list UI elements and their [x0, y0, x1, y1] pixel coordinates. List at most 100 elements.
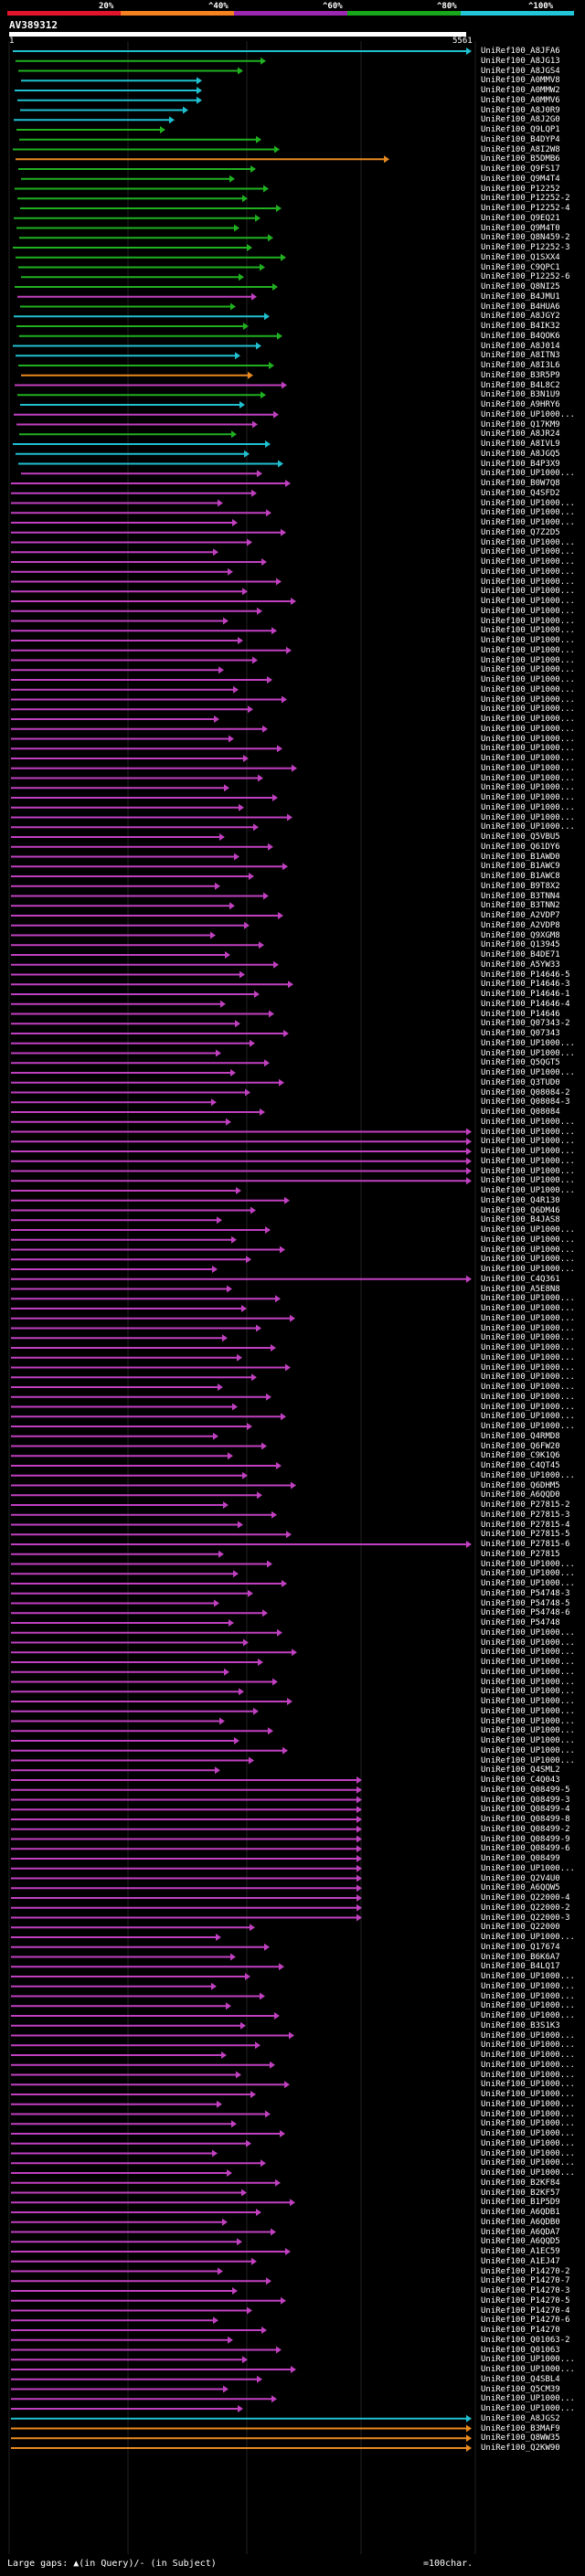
hit-label[interactable]: UniRef100_A6QQW5: [481, 1883, 560, 1893]
hit-label[interactable]: UniRef100_UP1000...: [481, 715, 575, 724]
hit-label[interactable]: UniRef100_Q08084-2: [481, 1087, 570, 1097]
hit-label[interactable]: UniRef100_UP1000...: [481, 636, 575, 645]
hit-label[interactable]: UniRef100_A8JFA6: [481, 47, 560, 56]
hit-label[interactable]: UniRef100_A9HRY6: [481, 400, 560, 409]
hit-label[interactable]: UniRef100_Q22000-3: [481, 1913, 570, 1923]
hit-label[interactable]: UniRef100_P14270: [481, 2326, 560, 2335]
hit-label[interactable]: UniRef100_Q08499-8: [481, 1815, 570, 1824]
hit-label[interactable]: UniRef100_P14646-5: [481, 970, 570, 980]
hit-label[interactable]: UniRef100_UP1000...: [481, 783, 575, 793]
hit-label[interactable]: UniRef100_UP1000...: [481, 1186, 575, 1195]
hit-label[interactable]: UniRef100_A8JR24: [481, 429, 560, 440]
hit-label[interactable]: UniRef100_Q01063-2: [481, 2335, 570, 2345]
hit-label[interactable]: UniRef100_B2KF57: [481, 2188, 560, 2198]
hit-label[interactable]: UniRef100_P14270-3: [481, 2286, 570, 2295]
hit-label[interactable]: UniRef100_B4LQ17: [481, 1962, 560, 1972]
hit-label[interactable]: UniRef100_P14646-1: [481, 990, 570, 999]
hit-label[interactable]: UniRef100_Q4RMD8: [481, 1431, 560, 1441]
hit-label[interactable]: UniRef100_P12252: [481, 184, 560, 194]
hit-label[interactable]: UniRef100_Q17674: [481, 1942, 560, 1952]
hit-label[interactable]: UniRef100_B1AWD0: [481, 852, 560, 862]
hit-label[interactable]: UniRef100_A8JGS2: [481, 2413, 560, 2423]
hit-label[interactable]: UniRef100_Q5QGT5: [481, 1058, 560, 1068]
hit-label[interactable]: UniRef100_A0MMW2: [481, 86, 560, 95]
hit-label[interactable]: UniRef100_A8J0R9: [481, 105, 560, 115]
hit-label[interactable]: UniRef100_UP1000...: [481, 1383, 575, 1392]
hit-label[interactable]: UniRef100_Q08499-5: [481, 1785, 570, 1795]
hit-label[interactable]: UniRef100_A6QDB0: [481, 2217, 560, 2227]
hit-label[interactable]: UniRef100_P12252-6: [481, 272, 570, 282]
hit-label[interactable]: UniRef100_UP1000...: [481, 675, 575, 684]
hit-label[interactable]: UniRef100_A8JGS4: [481, 66, 560, 76]
hit-label[interactable]: UniRef100_B1P5D9: [481, 2198, 560, 2208]
hit-label[interactable]: UniRef100_UP1000...: [481, 626, 575, 636]
hit-label[interactable]: UniRef100_C9K1Q6: [481, 1451, 560, 1461]
hit-label[interactable]: UniRef100_P14270-7: [481, 2276, 570, 2286]
hit-label[interactable]: UniRef100_P54748: [481, 1618, 560, 1627]
hit-label[interactable]: UniRef100_UP1000...: [481, 1225, 575, 1235]
hit-label[interactable]: UniRef100_C4Q361: [481, 1274, 560, 1284]
hit-label[interactable]: UniRef100_UP1000...: [481, 1137, 575, 1147]
hit-label[interactable]: UniRef100_Q6DHM5: [481, 1480, 560, 1490]
hit-label[interactable]: UniRef100_UP1000...: [481, 2355, 575, 2365]
hit-label[interactable]: UniRef100_Q9M4T0: [481, 223, 560, 233]
hit-label[interactable]: UniRef100_Q08499-9: [481, 1834, 570, 1844]
hit-label[interactable]: UniRef100_Q3TUD0: [481, 1077, 560, 1087]
hit-label[interactable]: UniRef100_Q1SXX4: [481, 252, 560, 262]
hit-label[interactable]: UniRef100_UP1000...: [481, 587, 575, 597]
hit-label[interactable]: UniRef100_UP1000...: [481, 734, 575, 744]
hit-label[interactable]: UniRef100_C9QPC1: [481, 262, 560, 272]
hit-label[interactable]: UniRef100_Q07343-2: [481, 1019, 570, 1029]
hit-label[interactable]: UniRef100_B4L8C2: [481, 380, 560, 390]
hit-label[interactable]: UniRef100_P14646-4: [481, 999, 570, 1009]
hit-label[interactable]: UniRef100_Q08499-4: [481, 1805, 570, 1815]
hit-label[interactable]: UniRef100_Q8WW35: [481, 2433, 560, 2443]
hit-label[interactable]: UniRef100_UP1000...: [481, 1323, 575, 1333]
hit-label[interactable]: UniRef100_UP1000...: [481, 1755, 575, 1765]
hit-label[interactable]: UniRef100_UP1000...: [481, 1313, 575, 1323]
hit-label[interactable]: UniRef100_UP1000...: [481, 606, 575, 616]
hit-label[interactable]: UniRef100_UP1000...: [481, 1687, 575, 1697]
hit-label[interactable]: UniRef100_C4QT45: [481, 1461, 560, 1470]
hit-label[interactable]: UniRef100_UP1000...: [481, 1235, 575, 1245]
hit-label[interactable]: UniRef100_P14270-4: [481, 2306, 570, 2316]
hit-label[interactable]: UniRef100_UP1000...: [481, 1265, 575, 1274]
hit-label[interactable]: UniRef100_B3S1K3: [481, 2020, 560, 2030]
hit-label[interactable]: UniRef100_UP1000...: [481, 802, 575, 812]
hit-label[interactable]: UniRef100_B2KF84: [481, 2178, 560, 2188]
hit-label[interactable]: UniRef100_P14646: [481, 1009, 560, 1019]
hit-label[interactable]: UniRef100_UP1000...: [481, 1127, 575, 1137]
hit-label[interactable]: UniRef100_UP1000...: [481, 1048, 575, 1058]
hit-label[interactable]: UniRef100_P27815-5: [481, 1530, 570, 1540]
hit-label[interactable]: UniRef100_UP1000...: [481, 773, 575, 783]
hit-label[interactable]: UniRef100_B1AWC8: [481, 872, 560, 881]
hit-label[interactable]: UniRef100_UP1000...: [481, 1677, 575, 1687]
hit-label[interactable]: UniRef100_Q22000-4: [481, 1893, 570, 1903]
hit-label[interactable]: UniRef100_P12252-3: [481, 243, 570, 252]
hit-label[interactable]: UniRef100_A8J2G0: [481, 115, 560, 125]
hit-label[interactable]: UniRef100_UP1000...: [481, 1176, 575, 1186]
hit-label[interactable]: UniRef100_Q61DY6: [481, 842, 560, 852]
hit-label[interactable]: UniRef100_P54748-3: [481, 1588, 570, 1598]
hit-label[interactable]: UniRef100_A1EJ47: [481, 2256, 560, 2266]
hit-label[interactable]: UniRef100_UP1000...: [481, 1343, 575, 1352]
hit-label[interactable]: UniRef100_Q6DM46: [481, 1205, 560, 1215]
hit-label[interactable]: UniRef100_UP1000...: [481, 1933, 575, 1942]
hit-label[interactable]: UniRef100_B4HUA6: [481, 302, 560, 312]
hit-label[interactable]: UniRef100_UP1000...: [481, 1972, 575, 1981]
hit-label[interactable]: UniRef100_UP1000...: [481, 1373, 575, 1383]
hit-label[interactable]: UniRef100_Q4SFD2: [481, 488, 560, 498]
hit-label[interactable]: UniRef100_P54748-5: [481, 1598, 570, 1608]
hit-label[interactable]: UniRef100_Q22000: [481, 1923, 560, 1933]
hit-label[interactable]: UniRef100_A8ITN3: [481, 351, 560, 361]
hit-label[interactable]: UniRef100_UP1000...: [481, 684, 575, 694]
hit-label[interactable]: UniRef100_Q7Z2D5: [481, 527, 560, 537]
hit-label[interactable]: UniRef100_UP1000...: [481, 1638, 575, 1648]
hit-label[interactable]: UniRef100_UP1000...: [481, 1362, 575, 1373]
hit-label[interactable]: UniRef100_A5YW33: [481, 959, 560, 970]
hit-label[interactable]: UniRef100_UP1000...: [481, 793, 575, 802]
hit-label[interactable]: UniRef100_Q22000-2: [481, 1903, 570, 1913]
hit-label[interactable]: UniRef100_UP1000...: [481, 547, 575, 557]
hit-label[interactable]: UniRef100_A6QQD5: [481, 2237, 560, 2247]
hit-label[interactable]: UniRef100_UP1000...: [481, 822, 575, 832]
